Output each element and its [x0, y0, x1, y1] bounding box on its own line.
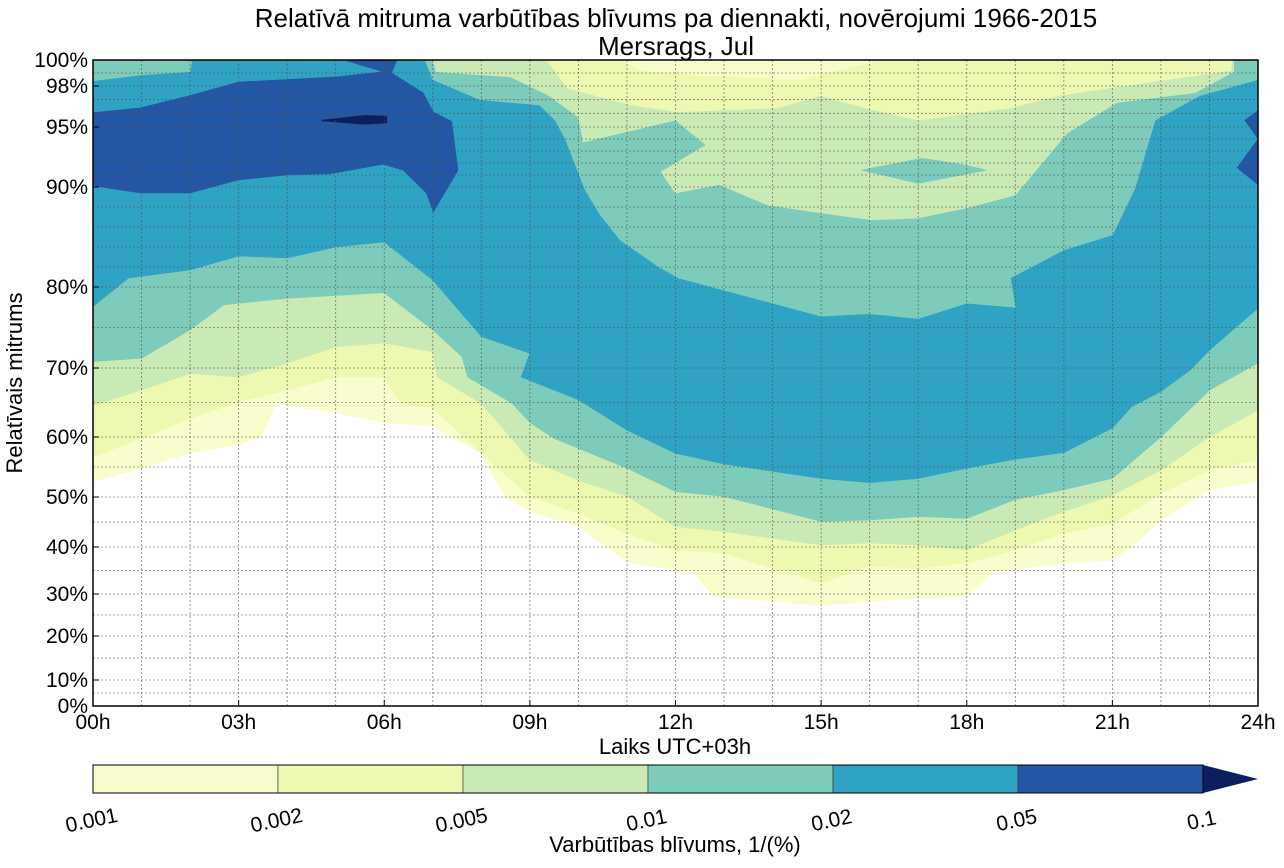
colorbar: 0.001 0.002 0.005 0.01 0.02 0.05 0.1: [64, 764, 1258, 837]
x-tick-label: 06h: [367, 711, 402, 734]
y-tick-label: 30%: [46, 583, 88, 606]
colorbar-extend-arrow: [1203, 765, 1258, 793]
y-tick-label: 0%: [58, 695, 88, 718]
colorbar-segment: [277, 764, 464, 794]
y-axis-ticks: 0% 10% 20% 30% 40% 50% 60% 70% 80% 90% 95% 98% 100%: [34, 49, 99, 718]
contour-region-0.1: [321, 115, 388, 125]
x-axis-label: Laiks UTC+03h: [599, 734, 751, 759]
y-tick-label: 98%: [46, 75, 88, 98]
colorbar-tick-label: 0.005: [434, 804, 490, 837]
y-tick-label: 10%: [46, 669, 88, 692]
x-tick-label: 15h: [804, 711, 839, 734]
colorbar-segment: [832, 764, 1019, 794]
y-axis-label: Relatīvais mitrums: [2, 293, 27, 474]
chart-subtitle: Mersrags, Jul: [598, 31, 754, 61]
y-tick-label: 20%: [46, 625, 88, 648]
y-tick-label: 100%: [34, 49, 88, 72]
colorbar-tick-label: 0.02: [809, 805, 854, 836]
colorbar-segment: [647, 764, 834, 794]
x-tick-label: 12h: [658, 711, 693, 734]
x-tick-label: 18h: [949, 711, 984, 734]
colorbar-tick-label: 0.002: [249, 804, 305, 837]
colorbar-label: Varbūtības blīvums, 1/(%): [549, 832, 800, 857]
x-tick-label: 00h: [75, 711, 110, 734]
y-tick-label: 60%: [46, 426, 88, 449]
y-tick-label: 40%: [46, 536, 88, 559]
y-tick-label: 80%: [46, 276, 88, 299]
y-tick-label: 70%: [46, 357, 88, 380]
x-axis-ticks: 00h 03h 06h 09h 12h 15h 18h 21h 24h: [75, 700, 1276, 734]
y-tick-label: 50%: [46, 486, 88, 509]
colorbar-tick-label: 0.1: [1185, 806, 1218, 835]
colorbar-tick-label: 0.05: [994, 805, 1039, 836]
colorbar-frame: [92, 764, 1204, 794]
x-tick-label: 21h: [1095, 711, 1130, 734]
colorbar-segment: [462, 764, 649, 794]
x-tick-label: 03h: [221, 711, 256, 734]
contour-region-0.01: [861, 157, 987, 184]
x-tick-label: 24h: [1240, 711, 1275, 734]
colorbar-segment: [1017, 764, 1204, 794]
plot-area: 00h 03h 06h 09h 12h 15h 18h 21h 24h 0% 10% 20% 30% 4…: [34, 49, 1275, 734]
contour-region-0.05: [92, 59, 459, 213]
colorbar-segment: [92, 764, 279, 794]
colorbar-tick-label: 0.001: [64, 804, 120, 837]
y-tick-label: 90%: [46, 176, 88, 199]
y-tick-label: 95%: [46, 116, 88, 139]
x-tick-label: 09h: [512, 711, 547, 734]
chart-title: Relatīvā mitruma varbūtības blīvums pa d…: [255, 3, 1098, 33]
